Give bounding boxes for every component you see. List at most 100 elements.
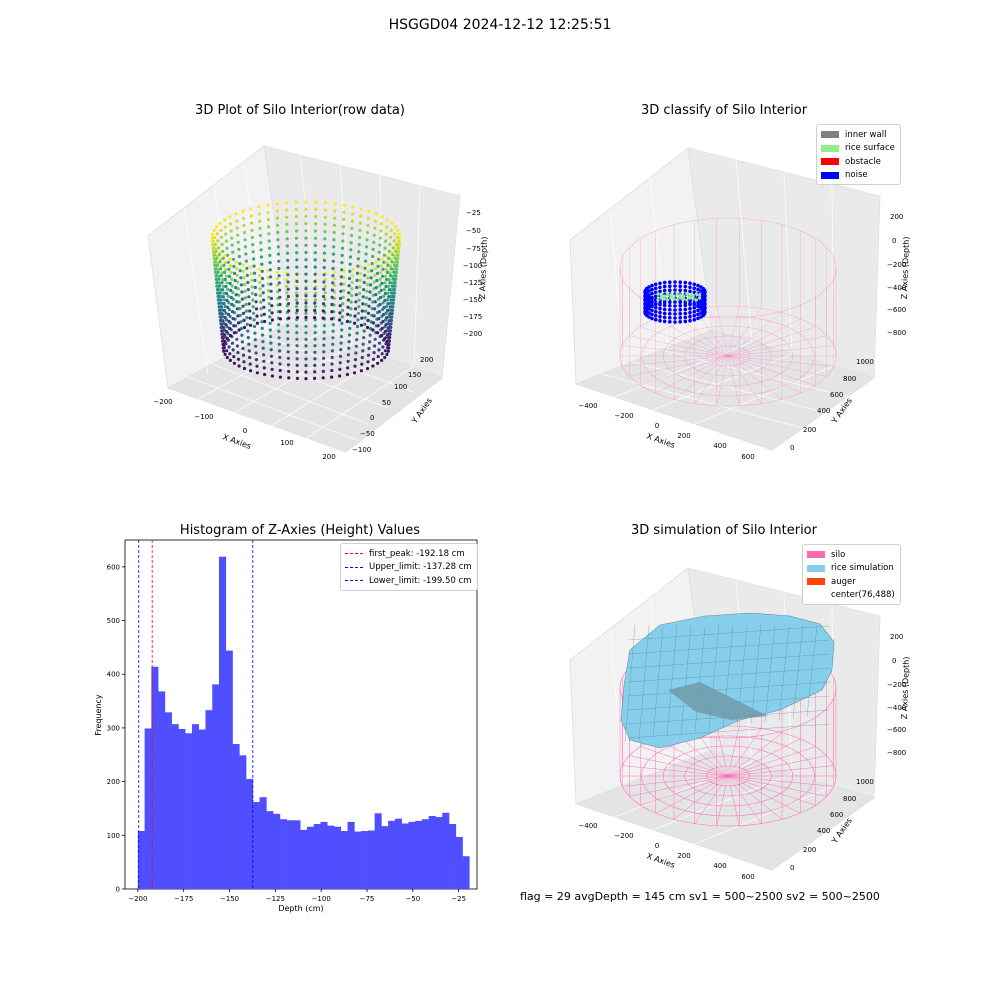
surface-mesh-line-11 bbox=[778, 626, 790, 721]
legend-swatch-inner-wall bbox=[821, 131, 839, 139]
raw-point-571 bbox=[217, 294, 221, 298]
svg-text:−100: −100 bbox=[463, 262, 482, 270]
raw-point-57 bbox=[393, 225, 397, 229]
panel3-histogram: −200 −175 −150 −125 −100 −75 −50 −25 0 100 200 300… bbox=[94, 539, 478, 913]
raw-point-420 bbox=[393, 284, 397, 288]
histogram-bar-8 bbox=[191, 724, 200, 889]
raw-point-282 bbox=[276, 230, 280, 235]
raw-point-316 bbox=[294, 304, 299, 309]
noise-point-29 bbox=[683, 280, 688, 285]
raw-point-799 bbox=[269, 354, 274, 358]
raw-point-517 bbox=[238, 269, 242, 273]
raw-point-774 bbox=[373, 300, 377, 304]
raw-point-286 bbox=[313, 229, 318, 233]
raw-point-400 bbox=[259, 248, 263, 252]
svg-text:−175: −175 bbox=[463, 313, 482, 321]
raw-point-919 bbox=[270, 367, 274, 371]
raw-point-534 bbox=[375, 271, 380, 275]
raw-point-146 bbox=[219, 264, 223, 268]
raw-point-715 bbox=[379, 295, 383, 300]
raw-point-597 bbox=[387, 288, 391, 292]
raw-point-945 bbox=[304, 308, 308, 312]
raw-point-978 bbox=[278, 375, 282, 379]
raw-point-594 bbox=[375, 278, 379, 283]
raw-point-232 bbox=[365, 231, 370, 235]
noise-point-102 bbox=[688, 289, 692, 294]
raw-point-798 bbox=[278, 355, 282, 359]
legend-entry-rice-surface: rice surface bbox=[821, 142, 895, 156]
p2-silo-floor-spoke-168 bbox=[622, 355, 729, 367]
raw-point-899 bbox=[388, 329, 392, 333]
surface-mesh-row-3 bbox=[627, 667, 831, 683]
raw-point-304 bbox=[387, 284, 391, 288]
legend-swatch-rice-simulation bbox=[807, 564, 825, 572]
raw-point-178 bbox=[395, 242, 399, 246]
x-tick-label--25: −25 bbox=[451, 895, 466, 903]
noise-point-183 bbox=[699, 315, 703, 319]
p2-silo-floor-ring-2 bbox=[684, 335, 772, 377]
svg-text:−200: −200 bbox=[887, 681, 906, 689]
raw-point-334 bbox=[221, 256, 225, 260]
raw-point-407 bbox=[323, 244, 327, 248]
p4-silo-floor-spoke-288 bbox=[727, 728, 762, 777]
raw-point-835 bbox=[377, 310, 382, 314]
raw-point-298 bbox=[393, 256, 397, 260]
panel2-silo-wireframe bbox=[619, 217, 837, 407]
raw-point-308 bbox=[364, 296, 369, 300]
raw-point-1014 bbox=[371, 328, 375, 332]
raw-point-574 bbox=[224, 284, 228, 289]
raw-point-796 bbox=[295, 357, 299, 361]
raw-point-22 bbox=[241, 263, 245, 267]
raw-point-284 bbox=[294, 229, 299, 233]
raw-point-170 bbox=[350, 219, 354, 223]
raw-point-37 bbox=[234, 212, 238, 216]
raw-point-412 bbox=[364, 252, 368, 256]
raw-point-253 bbox=[323, 297, 327, 301]
raw-point-607 bbox=[369, 327, 373, 331]
raw-point-885 bbox=[304, 301, 308, 305]
raw-point-589 bbox=[340, 268, 344, 272]
svg-text:−200: −200 bbox=[614, 412, 633, 420]
raw-point-141 bbox=[250, 278, 254, 282]
raw-point-124 bbox=[389, 264, 393, 268]
raw-point-852 bbox=[330, 362, 334, 366]
raw-point-948 bbox=[330, 310, 334, 314]
p4-silo-floor-spoke-348 bbox=[727, 765, 834, 777]
raw-point-815 bbox=[230, 310, 235, 314]
raw-point-409 bbox=[340, 246, 345, 250]
raw-point-608 bbox=[362, 329, 366, 333]
raw-point-167 bbox=[323, 215, 327, 219]
histogram-bar-26 bbox=[313, 824, 321, 889]
rice-surface-point-25 bbox=[691, 297, 695, 301]
noise-point-80 bbox=[678, 308, 682, 312]
histogram-bar-18 bbox=[259, 797, 267, 889]
svg-text:100: 100 bbox=[394, 383, 407, 391]
raw-point-435 bbox=[304, 318, 308, 322]
raw-point-892 bbox=[360, 309, 364, 313]
raw-point-276 bbox=[230, 243, 234, 247]
raw-point-350 bbox=[349, 241, 353, 245]
p4-silo-floor-spoke-264 bbox=[716, 726, 729, 777]
raw-point-804 bbox=[235, 344, 239, 348]
raw-point-214 bbox=[220, 242, 224, 246]
p4-silo-floor-spoke-96 bbox=[716, 775, 729, 826]
svg-text:0: 0 bbox=[790, 864, 794, 872]
raw-point-398 bbox=[244, 252, 248, 256]
raw-point-549 bbox=[355, 324, 360, 329]
raw-point-158 bbox=[242, 223, 246, 228]
noise-point-21 bbox=[647, 285, 651, 289]
histogram-bar-44 bbox=[435, 817, 443, 889]
panel4-title: 3D simulation of Silo Interior bbox=[631, 523, 817, 538]
raw-point-55 bbox=[385, 218, 389, 222]
histogram-bar-24 bbox=[300, 829, 308, 889]
raw-point-109 bbox=[342, 210, 346, 214]
raw-point-247 bbox=[372, 287, 376, 291]
rice-surface-point-11 bbox=[691, 294, 695, 298]
raw-point-982 bbox=[249, 369, 253, 373]
histogram-bar-35 bbox=[374, 813, 382, 889]
raw-point-305 bbox=[382, 287, 386, 292]
raw-point-548 bbox=[363, 322, 367, 326]
x-tick-label--75: −75 bbox=[360, 895, 375, 903]
raw-point-0 bbox=[398, 236, 402, 240]
raw-point-990 bbox=[221, 346, 225, 350]
